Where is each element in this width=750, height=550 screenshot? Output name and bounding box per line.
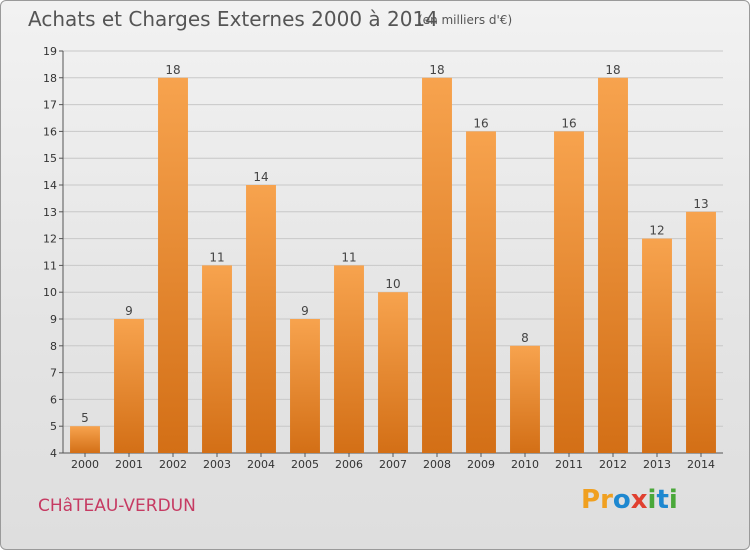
x-tick-label-2001: 2001 xyxy=(115,458,143,471)
y-tick-label: 18 xyxy=(43,72,57,85)
data-label-2009: 16 xyxy=(473,116,488,130)
bar-2012 xyxy=(598,77,628,454)
bar-2005 xyxy=(290,319,320,453)
x-tick-label-2002: 2002 xyxy=(159,458,187,471)
bar-2006 xyxy=(334,265,364,453)
y-tick-label: 16 xyxy=(43,125,57,138)
bar-2009 xyxy=(466,131,496,453)
x-tick-label-2013: 2013 xyxy=(643,458,671,471)
commune-name: CHâTEAU-VERDUN xyxy=(38,496,196,516)
logo-letter: t xyxy=(656,485,669,515)
y-tick-label: 5 xyxy=(50,420,57,433)
bars xyxy=(70,77,716,454)
data-label-2004: 14 xyxy=(253,170,268,184)
y-tick-label: 12 xyxy=(43,233,57,246)
x-tick-label-2014: 2014 xyxy=(687,458,715,471)
x-tick-label-2006: 2006 xyxy=(335,458,363,471)
data-label-2006: 11 xyxy=(341,250,356,264)
data-label-2008: 18 xyxy=(429,63,444,77)
data-label-2007: 10 xyxy=(385,277,400,291)
x-tick-label-2012: 2012 xyxy=(599,458,627,471)
logo-letter: o xyxy=(612,485,631,515)
y-tick-label: 15 xyxy=(43,152,57,165)
bar-2004 xyxy=(246,185,276,453)
x-tick-label-2004: 2004 xyxy=(247,458,275,471)
bar-2014 xyxy=(686,211,716,453)
bar-2011 xyxy=(554,131,584,453)
data-label-2012: 18 xyxy=(605,63,620,77)
x-tick-label-2007: 2007 xyxy=(379,458,407,471)
x-tick-label-2005: 2005 xyxy=(291,458,319,471)
y-tick-label: 11 xyxy=(43,259,57,272)
y-tick-label: 13 xyxy=(43,206,57,219)
bar-2010 xyxy=(510,345,540,453)
bar-2000 xyxy=(70,426,100,453)
data-label-2005: 9 xyxy=(301,304,309,318)
y-tick-label: 19 xyxy=(43,45,57,58)
axes: 4 5 6 7 8 9 10 11 12 13 14 15 16 17 18 19 2000 2001 2002 20… xyxy=(43,45,723,471)
chart-unit: (en milliers d'€) xyxy=(418,13,513,27)
logo-letter: r xyxy=(600,485,613,515)
data-label-2011: 16 xyxy=(561,116,576,130)
bar-2013 xyxy=(642,238,672,453)
logo-letter: i xyxy=(668,485,678,515)
proxiti-logo: Proxiti xyxy=(581,485,678,515)
logo-letter: P xyxy=(581,485,601,515)
data-label-2003: 11 xyxy=(209,250,224,264)
bar-2001 xyxy=(114,319,144,453)
logo-letter: x xyxy=(630,485,648,515)
data-label-2010: 8 xyxy=(521,331,529,345)
data-label-2013: 12 xyxy=(649,224,664,238)
y-tick-label: 14 xyxy=(43,179,57,192)
bar-2008 xyxy=(422,77,452,454)
y-tick-label: 10 xyxy=(43,286,57,299)
x-tick-label-2009: 2009 xyxy=(467,458,495,471)
logo-letter: i xyxy=(647,485,657,515)
data-label-2002: 18 xyxy=(165,63,180,77)
bar-2002 xyxy=(158,77,188,454)
bar-2003 xyxy=(202,265,232,453)
x-tick-label-2000: 2000 xyxy=(71,458,99,471)
chart-title: Achats et Charges Externes 2000 à 2014 xyxy=(28,7,438,31)
data-label-2001: 9 xyxy=(125,304,133,318)
y-tick-label: 17 xyxy=(43,99,57,112)
y-tick-label: 7 xyxy=(50,367,57,380)
y-tick-label: 9 xyxy=(50,313,57,326)
y-tick-label: 8 xyxy=(50,340,57,353)
data-labels: 5 9 18 11 14 9 11 10 18 16 8 16 18 12 13 xyxy=(81,63,708,425)
x-tick-label-2008: 2008 xyxy=(423,458,451,471)
data-label-2000: 5 xyxy=(81,411,89,425)
x-tick-label-2010: 2010 xyxy=(511,458,539,471)
x-tick-label-2011: 2011 xyxy=(555,458,583,471)
data-label-2014: 13 xyxy=(693,197,708,211)
bar-2007 xyxy=(378,292,408,453)
y-tick-label: 6 xyxy=(50,393,57,406)
y-tick-label: 4 xyxy=(50,447,57,460)
x-tick-label-2003: 2003 xyxy=(203,458,231,471)
